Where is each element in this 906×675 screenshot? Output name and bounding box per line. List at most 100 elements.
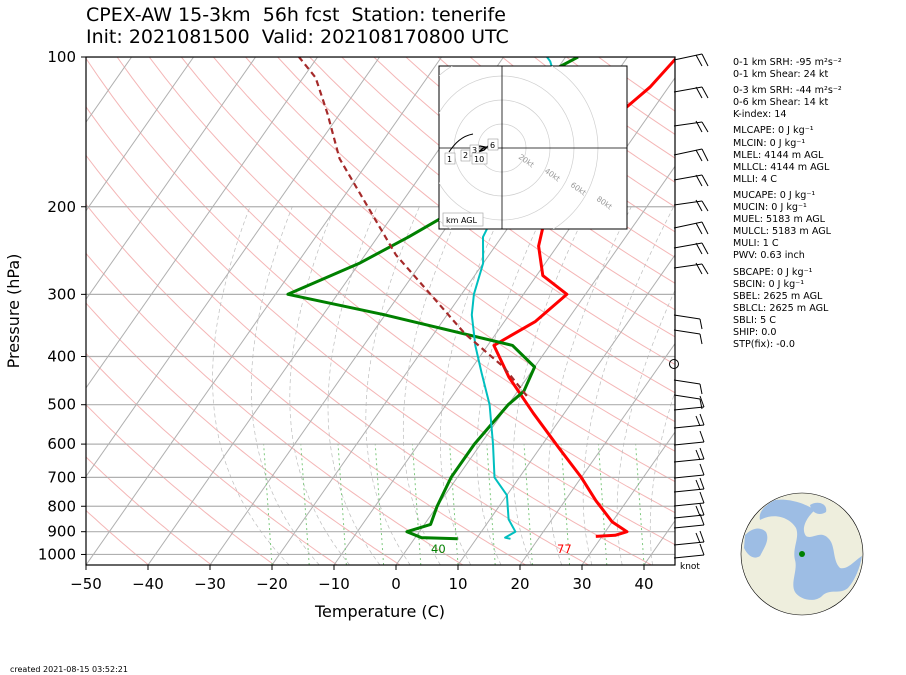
- stat-line: SBLCL: 2625 m AGL: [733, 302, 829, 314]
- moist-adiabat: [327, 206, 381, 565]
- wind-barb: [673, 329, 703, 345]
- dry-adiabat: [213, 57, 675, 423]
- mixing-ratio-line: [263, 444, 273, 565]
- created-timestamp: created 2021-08-15 03:52:21: [10, 665, 128, 674]
- wind-barb: [673, 379, 703, 395]
- mixing-ratio-line: [523, 444, 533, 565]
- wind-barbs: [673, 53, 709, 559]
- wind-barb: [673, 463, 705, 479]
- x-tick-label: −30: [194, 575, 226, 593]
- mixing-ratio-line: [411, 444, 422, 565]
- stat-line: SBCAPE: 0 J kg⁻¹: [733, 266, 813, 278]
- dry-adiabat: [86, 456, 212, 565]
- dry-adiabat: [86, 302, 401, 565]
- moist-adiabat: [402, 206, 463, 565]
- moist-adiabat: [512, 206, 590, 565]
- y-tick-label: 100: [47, 48, 76, 66]
- dry-adiabat: [245, 57, 675, 394]
- stat-line: 0-1 km Shear: 24 kt: [733, 69, 829, 81]
- moist-adiabat: [365, 206, 420, 565]
- dry-adiabat: [86, 509, 149, 565]
- stat-line: K-index: 14: [733, 109, 787, 121]
- wind-barb: [673, 513, 705, 529]
- isotherm: [581, 431, 675, 565]
- isotherm: [86, 57, 319, 389]
- x-tick-label: 20: [510, 575, 529, 593]
- x-tick-label: 10: [448, 575, 467, 593]
- station-location-marker: [799, 551, 805, 557]
- dry-adiabat: [86, 404, 275, 565]
- stat-line: MLCIN: 0 J kg⁻¹: [733, 137, 806, 149]
- stat-line: MLLCL: 4144 m AGL: [733, 161, 830, 173]
- wind-barb: [673, 491, 705, 507]
- dry-adiabat: [116, 57, 675, 514]
- stat-line: MLEL: 4144 m AGL: [733, 149, 824, 161]
- moist-adiabat: [250, 206, 320, 565]
- surface-temperature-label: 77: [557, 542, 572, 556]
- x-axis-label: Temperature (C): [314, 602, 445, 621]
- wind-units-label: knot: [680, 562, 700, 572]
- wind-barb: [673, 503, 705, 519]
- wind-barb: [673, 530, 705, 546]
- isotherm: [457, 254, 675, 565]
- x-tick-label: 40: [634, 575, 653, 593]
- y-tick-label: 400: [47, 348, 76, 366]
- stat-line: MLLI: 4 C: [733, 173, 777, 185]
- wind-barb: [673, 199, 709, 212]
- dry-adiabat: [309, 57, 675, 338]
- mixing-ratio-line: [597, 444, 608, 565]
- y-tick-label: 800: [47, 497, 76, 515]
- dry-adiabat: [277, 57, 675, 366]
- stability-indices-panel: 0-1 km SRH: -95 m²s⁻² 0-1 km Shear: 24 kt…: [733, 57, 842, 351]
- wind-barb: [673, 314, 703, 330]
- calm-wind-circle: [669, 359, 679, 369]
- stat-line: PWV: 0.63 inch: [733, 250, 805, 262]
- dry-adiabat: [341, 57, 675, 311]
- title-line-1: CPEX-AW 15-3km 56h fcst Station: tenerif…: [86, 4, 506, 26]
- dry-adiabat: [148, 57, 675, 483]
- dry-adiabat: [86, 252, 464, 565]
- stat-line: SBEL: 2625 m AGL: [733, 290, 823, 302]
- hodo-height-2: 2: [463, 151, 468, 160]
- wind-barb: [673, 413, 705, 429]
- wind-barb: [673, 86, 709, 99]
- stat-line: MUCAPE: 0 J kg⁻¹: [733, 189, 816, 201]
- series-parcel: [298, 57, 528, 397]
- wind-barb: [673, 120, 709, 133]
- series-temperature: [492, 57, 675, 538]
- hodo-height-6: 6: [490, 141, 495, 150]
- x-tick-label: −20: [256, 575, 288, 593]
- wind-barb: [673, 221, 709, 235]
- stat-line: SBLI: 5 C: [733, 314, 776, 326]
- wind-barb: [673, 148, 709, 162]
- chart-title: CPEX-AW 15-3km 56h fcst Station: tenerif…: [86, 4, 509, 48]
- hodo-km-agl-label: km AGL: [446, 216, 478, 225]
- globe-locator-map: [740, 492, 864, 616]
- moist-adiabat: [548, 206, 632, 565]
- stat-line: 0-3 km SRH: -44 m²s⁻²: [733, 85, 842, 97]
- mixing-ratio-line: [337, 444, 347, 565]
- x-tick-label: −10: [318, 575, 350, 593]
- stat-line: MUEL: 5183 m AGL: [733, 214, 826, 226]
- x-tick-label: −50: [70, 575, 102, 593]
- y-tick-label: 1000: [38, 545, 76, 563]
- mixing-ratio-line: [635, 444, 645, 565]
- stat-line: STP(fix): -0.0: [733, 339, 795, 351]
- wind-barb: [673, 242, 709, 255]
- mixing-ratio-line: [300, 444, 310, 565]
- hodo-height-3: 3: [472, 146, 477, 155]
- mixing-ratio-line: [374, 444, 385, 565]
- wind-barb: [673, 174, 709, 187]
- wind-barb: [673, 430, 705, 446]
- isotherm: [519, 342, 675, 565]
- y-tick-label: 600: [47, 435, 76, 453]
- moist-adiabat: [476, 206, 547, 565]
- dry-adiabat: [86, 352, 338, 565]
- wind-barb: [673, 447, 705, 463]
- title-line-2: Init: 2021081500 Valid: 202108170800 UTC: [86, 26, 509, 48]
- hodograph: 20kt 40kt 60kt 80kt 1 2 3 6 10 km AGL: [438, 65, 628, 230]
- y-tick-label: 500: [47, 396, 76, 414]
- stat-line: SBCIN: 0 J kg⁻¹: [733, 278, 805, 290]
- mixing-ratio-line: [449, 444, 459, 565]
- moist-adiabat: [649, 390, 675, 565]
